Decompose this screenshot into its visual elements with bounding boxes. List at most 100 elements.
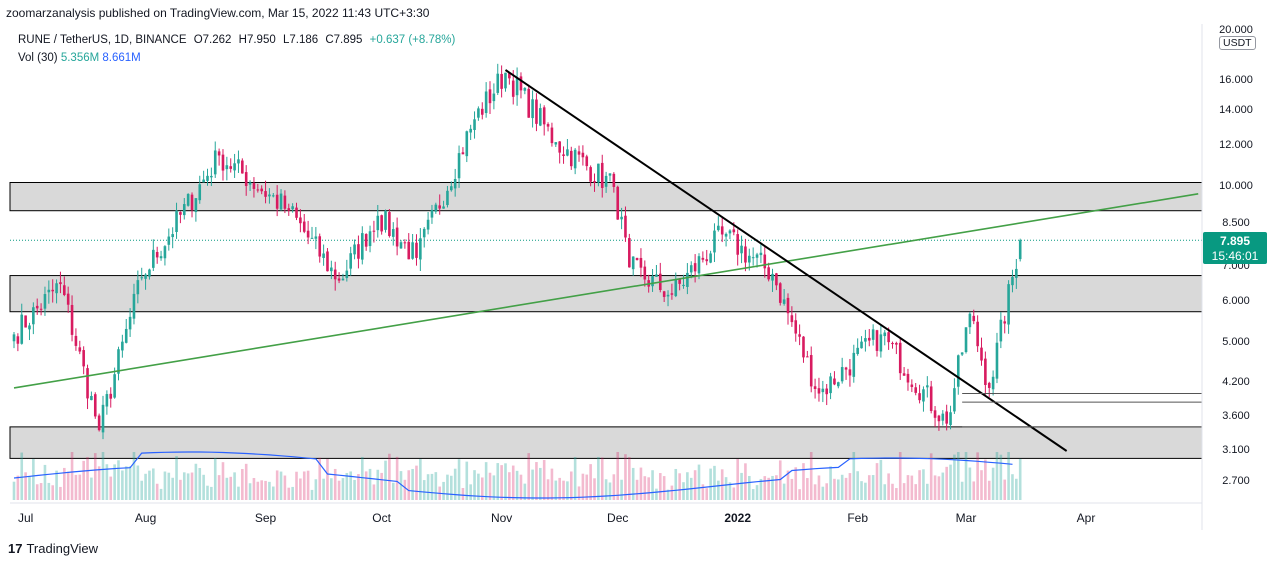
volume-bar [124,466,128,500]
candle-body [453,178,457,189]
volume-bar [813,484,817,500]
volume-bar [1011,474,1014,500]
volume-bar [837,479,840,500]
candle-body [852,352,856,377]
volume-bar [829,466,832,500]
candle-body [608,173,612,176]
volume-bar [171,477,174,500]
volume-bar [724,477,728,500]
volume-bar [322,478,325,500]
volume-bar [415,465,418,500]
candle-body [686,272,689,287]
volume-bar [612,474,616,500]
candle-body [217,151,221,156]
price-tick-label: 3.100 [1222,444,1250,456]
volume-bar [469,484,472,500]
volume-bar [906,475,910,500]
candle-body [24,315,27,328]
volume-bar [720,469,724,500]
footer-brand[interactable]: 17 TradingView [8,541,98,556]
currency-badge[interactable]: USDT [1219,36,1256,50]
volume-bar [693,470,697,500]
volume-bar [395,456,399,500]
volume-bar [186,473,190,500]
candle-body [763,254,767,269]
volume-bar [163,471,167,500]
candle-body [790,315,794,323]
volume-bar [434,472,438,500]
volume-bar [252,477,256,500]
volume-bar [608,482,612,500]
volume-bar [260,480,263,500]
candle-body [55,283,58,294]
volume-bar [349,471,352,500]
volume-bar [875,463,879,500]
candle-body [461,152,465,155]
candle-body [306,230,310,238]
candle-body [546,124,550,127]
close-value: C7.895 [325,34,363,46]
candle-body [411,242,414,259]
volume-bar [330,478,333,500]
symbol-name[interactable]: RUNE / TetherUS, 1D, BINANCE [18,34,187,46]
candle-body [740,245,743,254]
candle-body [43,294,47,309]
volume-bar [666,489,670,500]
candle-body [848,369,852,376]
candle-body [97,415,101,431]
volume-bar [740,472,743,500]
candle-body [635,257,639,261]
volume-bar [271,486,275,500]
volume-bar [728,482,732,500]
volume-bar [279,471,283,500]
volume-bar [182,472,186,500]
volume-bar [558,477,561,500]
candle-body [314,236,318,239]
volume-bar [152,468,155,500]
candle-body [264,191,267,197]
volume-bar [155,483,159,500]
volume-bar [70,452,74,500]
candle-body [713,230,716,253]
volume-bar [771,475,774,500]
candle-body [368,231,372,247]
candle-body [349,253,352,269]
candle-body [171,234,174,238]
candle-body [821,388,825,393]
volume-bar [755,485,759,500]
candle-body [643,266,647,280]
candle-body [755,254,759,258]
candle-body [167,236,171,245]
candle-body [391,229,395,237]
volume-bar [376,469,380,500]
candle-body [809,355,813,387]
candle-body [972,315,976,322]
volume-bar [229,476,233,500]
candle-body [384,210,387,230]
open-value: O7.262 [193,34,232,46]
candle-body [407,241,411,260]
volume-bar [717,480,720,500]
volume-bar [968,467,972,500]
volume-bar [929,453,933,500]
candle-body [736,234,739,255]
candle-body [66,293,70,305]
volume-bars [12,451,1022,500]
volume-bar [496,463,500,500]
volume-label[interactable]: Vol (30) [18,52,58,64]
volume-bar [368,468,372,500]
candle-body [268,194,271,197]
candle-body [980,347,983,361]
candle-body [287,208,291,211]
volume-bar [995,452,999,500]
candle-body [639,257,643,268]
candle-body [430,209,434,218]
candle-body [70,304,74,335]
candle-body [914,387,918,393]
volume-bar [604,479,608,500]
candle-body [1015,268,1018,278]
volume-bar [643,476,647,500]
price-tick-label: 14.000 [1219,104,1253,117]
candle-body [260,188,263,192]
